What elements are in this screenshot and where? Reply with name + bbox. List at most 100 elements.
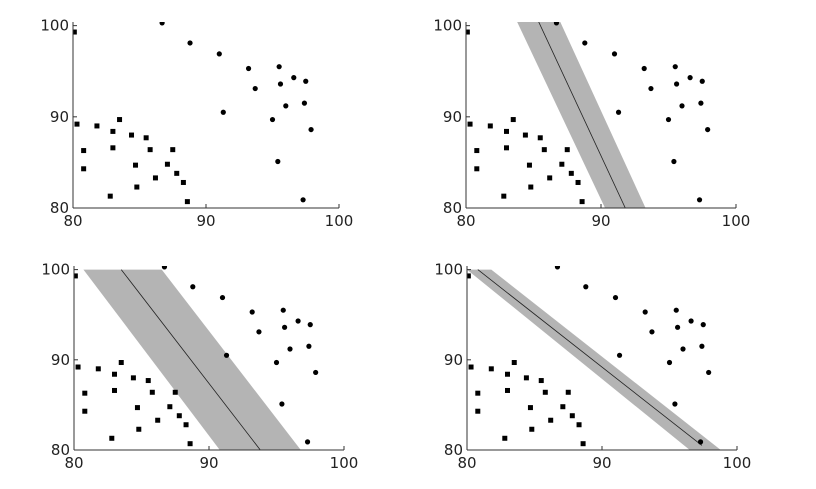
square-point (134, 405, 140, 411)
dot-point (673, 307, 679, 313)
x-tick-label: 100 (330, 454, 359, 472)
square-point (112, 371, 117, 377)
decision-boundary (477, 269, 703, 446)
dot-point (249, 309, 255, 315)
dot-point (699, 343, 705, 349)
square-point (522, 132, 528, 138)
square-point (75, 364, 81, 370)
dot-point (273, 359, 280, 366)
square-point (184, 199, 190, 205)
square-point (136, 426, 142, 432)
dot-point (282, 324, 288, 330)
dot-point (219, 294, 226, 301)
square-point (501, 193, 507, 199)
square-point (129, 132, 135, 138)
dot-point (672, 401, 678, 407)
y-tick-label: 90 (50, 108, 69, 126)
square-point (81, 166, 87, 172)
square-point (172, 389, 178, 395)
dot-point (688, 318, 694, 324)
x-tick-label: 80 (457, 454, 476, 472)
square-point (523, 375, 529, 381)
dot-point (611, 51, 618, 57)
dot-point (680, 346, 686, 352)
square-point (109, 435, 115, 441)
dot-point (641, 65, 647, 72)
y-tick-label: 90 (51, 351, 70, 369)
dot-point (216, 51, 222, 57)
panel-bottom-left: 80 90 100 80 90 100 (41, 261, 358, 472)
dot-point (161, 266, 168, 270)
dot-point (223, 352, 230, 358)
dot-point (698, 100, 704, 106)
dot-point (697, 439, 704, 445)
dot-point (307, 322, 313, 328)
square-point (505, 371, 510, 377)
square-point (164, 161, 170, 167)
dot-point (648, 85, 654, 92)
plot-area (73, 22, 314, 205)
dot-point (301, 100, 308, 106)
panel-top-right: 80 90 100 80 90 100 (433, 17, 750, 230)
dot-point (553, 22, 560, 26)
dot-point (313, 369, 319, 376)
y-tick-label: 80 (444, 441, 463, 459)
square-point (475, 390, 481, 396)
decision-boundary (120, 269, 261, 450)
dot-point (582, 40, 588, 46)
square-point (117, 117, 123, 123)
y-tick-label: 100 (434, 261, 463, 279)
square-point (504, 128, 509, 134)
dot-point (295, 318, 301, 324)
dot-point (679, 103, 685, 109)
x-tick-label: 100 (722, 212, 751, 230)
square-point (468, 364, 474, 370)
x-tick-label: 100 (723, 454, 752, 472)
square-point (487, 123, 493, 129)
square-point (528, 184, 534, 190)
dot-point (252, 85, 258, 92)
x-tick-label: 100 (325, 212, 354, 230)
square-point (149, 389, 155, 395)
square-point (541, 147, 547, 153)
dot-point (672, 64, 678, 70)
dot-point (706, 369, 712, 376)
square-point (576, 422, 582, 428)
dot-point (276, 64, 282, 70)
x-tick-label: 90 (199, 454, 218, 472)
dot-point (279, 401, 285, 407)
square-point (118, 360, 124, 366)
dot-point (649, 329, 655, 335)
square-point (112, 387, 117, 393)
square-point (170, 147, 176, 153)
square-point (95, 366, 101, 372)
square-point (526, 162, 532, 168)
square-point (488, 366, 494, 372)
dot-point (554, 266, 561, 270)
square-point (527, 405, 533, 411)
dot-point (687, 75, 693, 81)
dot-point (190, 284, 196, 290)
square-point (152, 175, 158, 181)
y-tick-label: 80 (50, 199, 69, 217)
square-point (467, 121, 473, 127)
dot-point (674, 81, 680, 87)
square-point (466, 29, 470, 35)
panel-top-left: 80 90 100 80 90 100 (40, 17, 353, 230)
square-point (174, 170, 180, 176)
square-point (569, 413, 575, 419)
square-point (147, 147, 153, 153)
square-point (505, 387, 510, 393)
y-tick-label: 80 (51, 441, 70, 459)
dot-point (159, 22, 165, 26)
square-point (560, 404, 566, 410)
dot-point (308, 126, 314, 133)
square-point (564, 147, 570, 153)
square-point (176, 413, 182, 419)
dot-point (304, 439, 311, 445)
dot-point (699, 78, 705, 84)
plot-area (467, 266, 721, 450)
square-point (547, 175, 553, 181)
square-point (134, 184, 140, 190)
plot-area (466, 22, 711, 208)
